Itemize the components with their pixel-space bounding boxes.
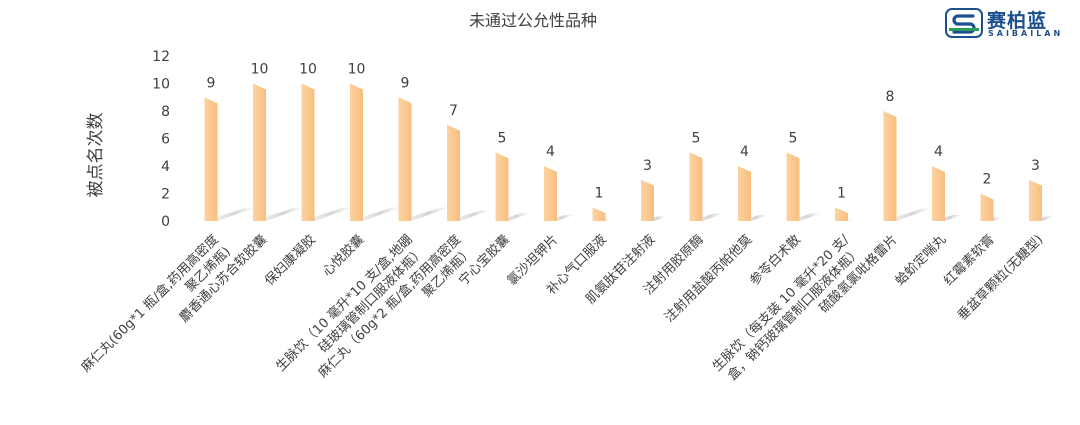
bar (398, 97, 412, 221)
bar (786, 152, 800, 221)
bar (689, 152, 703, 221)
data-label: 5 (692, 130, 701, 146)
bar-shadows (204, 207, 1055, 221)
data-label: 4 (546, 144, 555, 160)
bar (932, 166, 945, 221)
bar (204, 97, 218, 221)
data-label: 2 (983, 172, 992, 188)
x-tick-label: 垂盆草颗粒(无糖型) (954, 232, 1046, 324)
data-labels: 9 10 10 10 9 7 5 4 1 3 5 4 5 1 8 4 2 3 (207, 62, 1040, 202)
bar (592, 207, 606, 221)
bar (544, 166, 557, 221)
data-label: 5 (498, 130, 507, 146)
bars (204, 83, 1042, 221)
data-label: 3 (643, 158, 652, 174)
data-label: 9 (207, 75, 216, 91)
logo-name-cn: 赛柏蓝 (987, 10, 1048, 32)
y-tick-label: 6 (161, 132, 170, 148)
x-tick-label-line: 注射用盐酸丙帕他莫 (661, 232, 755, 326)
data-label: 10 (299, 62, 317, 78)
chart-title: 未通过公允性品种 (469, 11, 597, 30)
x-tick-label-line: 蛤蚧定喘丸 (892, 232, 949, 289)
data-label: 5 (789, 130, 798, 146)
data-label: 1 (595, 185, 604, 201)
y-tick-label: 8 (161, 104, 170, 120)
x-tick-label-line: 盒，钠钙玻璃管制口服液体瓶） (724, 244, 864, 384)
y-tick-label: 0 (161, 214, 170, 230)
bar (641, 179, 654, 221)
y-axis-ticks: 0 2 4 6 8 10 12 (152, 49, 170, 230)
data-label: 10 (348, 62, 366, 78)
y-tick-label: 4 (161, 159, 170, 175)
data-label: 3 (1031, 158, 1040, 174)
y-tick-label: 2 (161, 187, 170, 203)
y-tick-label: 12 (152, 49, 170, 65)
bar (495, 152, 509, 221)
x-tick-label: 注射用盐酸丙帕他莫 (661, 232, 755, 326)
data-label: 1 (837, 185, 846, 201)
x-tick-label: 蛤蚧定喘丸 (892, 232, 949, 289)
x-tick-label-line: 保妇康凝胶 (262, 232, 319, 289)
brand-logo: 赛柏蓝 SAIBAILAN (945, 6, 1075, 40)
data-label: 10 (251, 62, 269, 78)
data-label: 8 (886, 89, 895, 105)
bar (738, 166, 751, 221)
x-tick-label: 心悦胶囊 (319, 232, 367, 280)
data-label: 4 (740, 144, 749, 160)
bar (447, 124, 460, 221)
logo-mark-icon (945, 8, 983, 38)
bar (835, 207, 848, 221)
data-label: 7 (449, 103, 458, 119)
y-axis-label: 被点名次数 (86, 113, 106, 198)
x-tick-label-line: 垂盆草颗粒(无糖型) (954, 232, 1046, 324)
x-tick-label: 保妇康凝胶 (262, 232, 319, 289)
data-label: 9 (401, 75, 410, 91)
x-tick-label-line: 心悦胶囊 (319, 232, 367, 280)
bar (883, 111, 897, 221)
logo-name-en: SAIBAILAN (988, 29, 1064, 38)
bar (253, 83, 266, 221)
bar (301, 83, 315, 221)
bar (980, 193, 994, 221)
data-label: 4 (934, 144, 943, 160)
bar (1029, 179, 1042, 221)
bar (350, 83, 363, 221)
y-tick-label: 10 (152, 77, 170, 93)
